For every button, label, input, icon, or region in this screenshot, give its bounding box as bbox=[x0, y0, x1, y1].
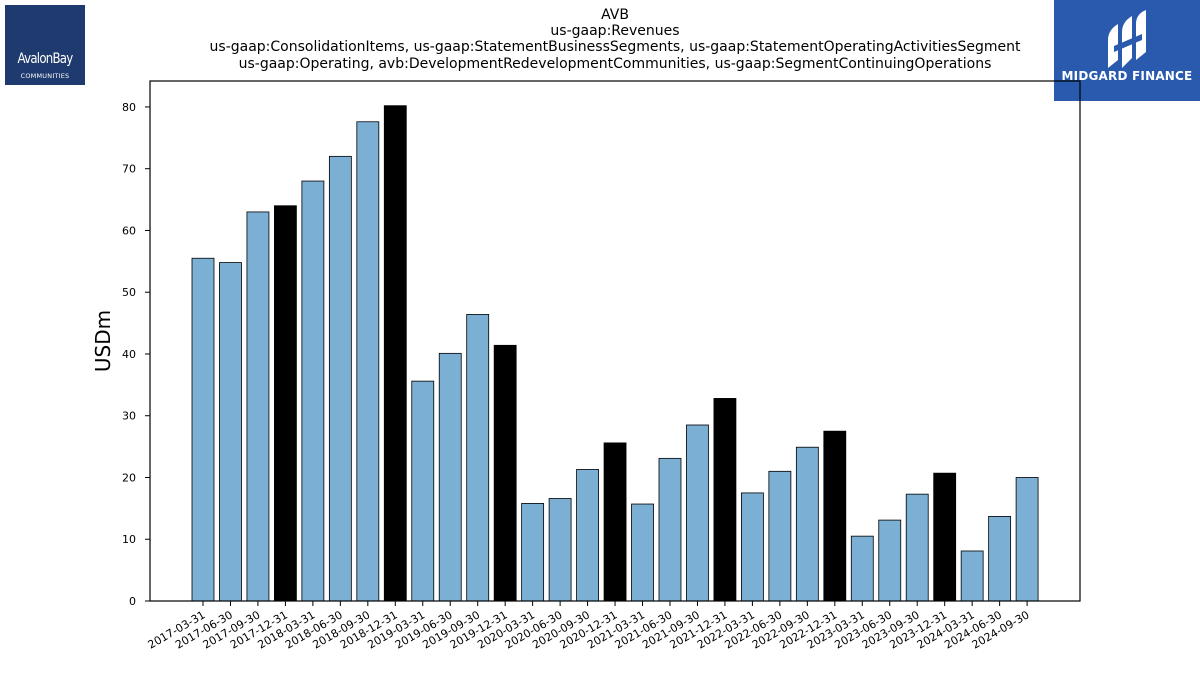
avalonbay-logo: AvalonBay COMMUNITIES bbox=[5, 5, 85, 85]
bar-2022-03-31 bbox=[741, 492, 764, 602]
bars-layer bbox=[191, 105, 1039, 602]
bar-2024-06-30 bbox=[988, 515, 1012, 602]
bar-2020-03-31 bbox=[521, 503, 545, 602]
title-line-ticker: AVB bbox=[601, 7, 629, 23]
midgard-logo-name: MIDGARD FINANCE bbox=[1061, 69, 1193, 83]
y-tick-label: 10 bbox=[122, 533, 136, 546]
y-tick-label: 30 bbox=[122, 410, 136, 423]
bar-2018-06-30 bbox=[328, 155, 352, 602]
y-tick-label: 60 bbox=[122, 224, 136, 237]
bar-2019-03-31 bbox=[411, 380, 435, 602]
title-line-concept: us-gaap:Revenues bbox=[550, 23, 680, 40]
bar-2023-09-30 bbox=[905, 493, 929, 602]
bar-2023-03-31 bbox=[850, 535, 874, 602]
avalonbay-logo-subtitle: COMMUNITIES bbox=[20, 72, 70, 80]
bar-2020-06-30 bbox=[548, 498, 572, 602]
y-tick-label: 20 bbox=[122, 471, 136, 484]
bar-2024-09-30 bbox=[1015, 477, 1039, 602]
bar-2020-12-31 bbox=[603, 442, 627, 602]
y-tick-label: 70 bbox=[122, 163, 136, 176]
chart-title: AVB us-gaap:Revenues us-gaap:Consolidati… bbox=[150, 7, 1080, 72]
y-tick-label: 40 bbox=[122, 348, 136, 361]
bar-2022-06-30 bbox=[768, 470, 792, 602]
title-line-members: us-gaap:Operating, avb:DevelopmentRedeve… bbox=[238, 55, 992, 72]
bar-2017-09-30 bbox=[246, 211, 270, 602]
midgard-finance-logo: MIDGARD FINANCE bbox=[1054, 0, 1200, 101]
bar-2018-12-31 bbox=[383, 105, 407, 602]
bar-2017-12-31 bbox=[274, 205, 297, 602]
y-tick-label: 0 bbox=[129, 595, 136, 608]
bar-2019-12-31 bbox=[493, 344, 517, 602]
bar-2018-09-30 bbox=[356, 121, 380, 602]
bar-2022-12-31 bbox=[823, 430, 847, 602]
avalonbay-logo-name: AvalonBay bbox=[17, 51, 74, 67]
bar-2022-09-30 bbox=[795, 446, 819, 602]
bar-2023-06-30 bbox=[878, 519, 902, 602]
bar-2023-12-31 bbox=[933, 472, 957, 602]
bar-2020-09-30 bbox=[576, 469, 599, 602]
title-line-axes: us-gaap:ConsolidationItems, us-gaap:Stat… bbox=[209, 39, 1021, 56]
bar-2017-06-30 bbox=[219, 262, 242, 602]
bar-2021-09-30 bbox=[686, 424, 709, 602]
bar-2017-03-31 bbox=[191, 257, 215, 602]
bar-2024-03-31 bbox=[960, 550, 984, 602]
midgard-mark-icon bbox=[1108, 10, 1146, 68]
bar-2021-03-31 bbox=[631, 503, 654, 602]
bar-2019-09-30 bbox=[466, 314, 490, 602]
bar-2019-06-30 bbox=[438, 352, 462, 602]
bar-2018-03-31 bbox=[301, 180, 325, 602]
y-tick-label: 80 bbox=[122, 101, 136, 114]
bar-2021-12-31 bbox=[713, 398, 737, 602]
y-tick-label: 50 bbox=[122, 286, 136, 299]
y-axis-label: USDm bbox=[91, 310, 115, 372]
bar-2021-06-30 bbox=[658, 457, 682, 602]
